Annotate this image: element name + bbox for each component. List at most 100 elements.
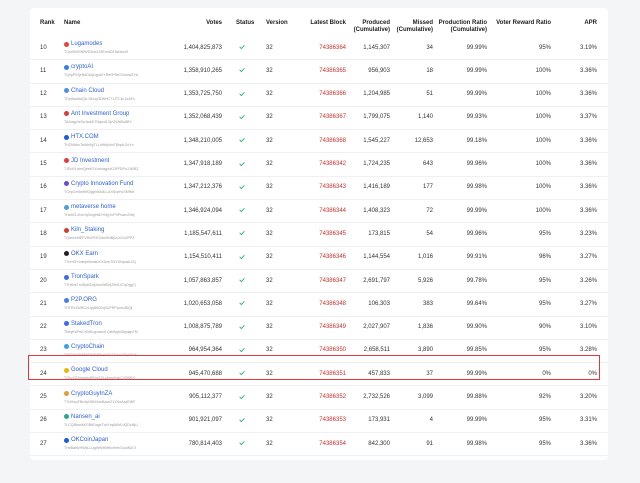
validator-icon <box>64 64 69 70</box>
apr-cell: 3.20% <box>579 394 597 400</box>
block-cell[interactable]: 74386347 <box>319 277 346 284</box>
column-header[interactable]: Voter Reward Ratio <box>496 20 551 26</box>
validator-name[interactable]: Ant Investment Group <box>71 110 130 117</box>
validator-name[interactable]: StakedTron <box>71 320 102 327</box>
missed-cell: 383 <box>422 300 433 307</box>
validator-name[interactable]: CryptoGuyInZA <box>71 390 113 397</box>
reward-cell: 95% <box>538 230 551 237</box>
produced-cell: 106,303 <box>368 300 390 307</box>
validator-name[interactable]: Chain Cloud <box>71 87 105 94</box>
validator-name[interactable]: Crypto Innovation Fund <box>71 180 134 187</box>
status-check <box>239 371 245 376</box>
validator-name[interactable]: P2P.ORG <box>71 297 97 304</box>
block-cell[interactable]: 74386366 <box>319 91 346 98</box>
rank-cell: 26 <box>40 417 47 424</box>
rank-cell: 20 <box>40 277 47 284</box>
validator-name[interactable]: cryptoAI <box>71 64 94 71</box>
votes-cell: 905,112,377 <box>189 394 222 400</box>
ratio-cell: 99.64% <box>466 300 487 307</box>
apr-cell: 0% <box>588 370 597 377</box>
rank-cell: 11 <box>40 67 47 74</box>
table-row: Ant Investment Group TAAdgpYe9oJadrDTNqwd… <box>30 106 608 131</box>
block-cell[interactable]: 74386342 <box>319 161 346 167</box>
block-cell[interactable]: 74386353 <box>319 417 346 424</box>
votes-cell: 1,353,725,750 <box>183 91 222 98</box>
votes-cell: 1,008,875,789 <box>183 324 222 331</box>
column-header[interactable]: Name <box>64 20 81 26</box>
validator-name[interactable]: HTX.COM <box>71 134 99 141</box>
votes-cell: 1,057,863,857 <box>183 277 222 284</box>
rank-cell: 23 <box>40 347 47 354</box>
produced-cell: 173,931 <box>368 417 390 424</box>
version-cell: 32 <box>266 394 273 400</box>
block-cell[interactable]: 74386351 <box>319 370 346 377</box>
validator-address: THeBatWHWkLLUgWfs9tMfbvtVenGoulN2Cf <box>64 446 136 451</box>
block-cell[interactable]: 74386343 <box>319 184 346 191</box>
block-cell[interactable]: 74386348 <box>319 300 346 307</box>
apr-cell: 3.36% <box>579 207 597 214</box>
validator-name[interactable]: Google Cloud <box>71 367 108 374</box>
block-cell[interactable]: 74386350 <box>319 347 346 354</box>
reward-cell: 0% <box>542 370 551 377</box>
block-cell[interactable]: 74386352 <box>319 394 346 400</box>
block-cell[interactable]: 74386368 <box>319 137 346 144</box>
table-row: CryptoChain TXSXXA8M8987e3VRKzxVG1ZacuUEq… <box>30 339 608 364</box>
highlight-box <box>28 355 600 380</box>
validator-icon <box>64 251 69 257</box>
validator-icon <box>64 111 69 117</box>
validator-name[interactable]: metaverse home <box>71 204 116 211</box>
table-row: CryptoGuyInZA TTc9hcpFBn4pNDhNdoBaxe21YNo… <box>30 386 608 410</box>
validator-name[interactable]: Nansen_ai <box>71 413 100 420</box>
version-cell: 32 <box>266 161 273 167</box>
validator-address: TTHtNeTn4RpB2njUmoWBHjZ5HLkTqDgg7j <box>64 283 136 287</box>
version-cell: 32 <box>266 184 273 191</box>
validator-name[interactable]: OKCoinJapan <box>71 437 109 444</box>
validator-name[interactable]: CryptoChain <box>71 343 105 350</box>
produced-cell: 1,724,235 <box>363 161 390 167</box>
status-check <box>239 161 245 166</box>
table-row: Nansen_ai TLCQBbwt4KGBhDcgeTvdYrqtMWL9QDc… <box>30 409 608 434</box>
apr-cell: 3.36% <box>579 137 597 144</box>
status-check <box>239 184 245 190</box>
block-cell[interactable]: 74386364 <box>319 44 346 51</box>
validator-name[interactable]: Kiln_Staking <box>71 227 105 234</box>
validator-address: TXSXXA8M8987e3VRKzxVG1ZacuUEqdTbF <box>64 352 137 357</box>
block-cell[interactable]: 74386344 <box>319 207 346 214</box>
validator-name[interactable]: JD Investment <box>71 157 110 164</box>
block-cell[interactable]: 74386349 <box>319 324 346 331</box>
reward-cell: 100% <box>535 161 551 167</box>
block-cell[interactable]: 74386365 <box>319 67 346 74</box>
block-cell[interactable]: 74386367 <box>319 114 346 121</box>
reward-cell: 95% <box>538 347 551 354</box>
status-check <box>239 68 245 73</box>
votes-cell: 1,348,210,005 <box>183 137 222 144</box>
column-header[interactable]: Latest Block <box>310 20 346 26</box>
table-row: Crypto Innovation Fund TCepGm5eBiH2ggrM6d… <box>30 176 608 201</box>
block-cell[interactable]: 74386345 <box>319 230 346 237</box>
block-cell[interactable]: 74386354 <box>319 440 346 447</box>
rank-cell: 16 <box>40 184 47 191</box>
validator-name[interactable]: TronSpark <box>71 274 99 280</box>
votes-cell: 945,470,688 <box>188 370 222 377</box>
votes-cell: 780,814,403 <box>188 440 222 447</box>
version-cell: 32 <box>266 91 273 98</box>
column-header[interactable]: Votes <box>206 20 222 26</box>
validator-name[interactable]: Lugamodes <box>71 41 103 47</box>
validator-address: TLCQBbwt4KGBhDcgeTvdYrqtMWL9QDcNjU <box>64 422 138 427</box>
validator-icon <box>64 344 69 350</box>
column-header[interactable]: Production Ratio (Cumulative) <box>438 20 487 33</box>
validator-name[interactable]: OKX Earn <box>71 250 99 257</box>
ratio-cell: 99.98% <box>466 184 487 191</box>
ratio-cell: 99.18% <box>466 137 487 144</box>
column-header[interactable]: Produced (Cumulative) <box>353 20 390 33</box>
column-header[interactable]: Rank <box>40 20 55 26</box>
produced-cell: 1,799,075 <box>363 114 390 121</box>
column-header[interactable]: APR <box>584 20 597 26</box>
column-header[interactable]: Version <box>266 20 288 26</box>
column-header[interactable]: Missed (Cumulative) <box>396 20 433 33</box>
status-check <box>239 441 245 446</box>
rank-cell: 12 <box>40 91 47 98</box>
block-cell[interactable]: 74386346 <box>319 254 346 261</box>
column-header[interactable]: Status <box>236 20 255 26</box>
validator-icon <box>64 297 69 303</box>
